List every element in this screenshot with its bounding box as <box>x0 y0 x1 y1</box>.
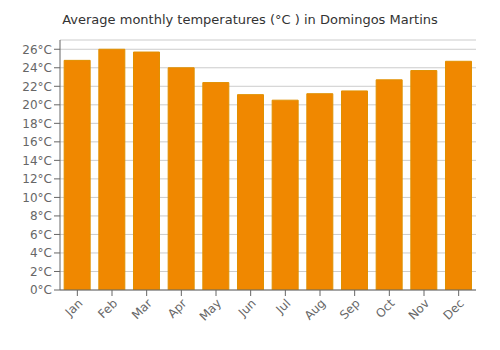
svg-text:Nov: Nov <box>406 296 432 322</box>
svg-text:Oct: Oct <box>373 296 398 321</box>
svg-text:6°C: 6°C <box>30 228 52 242</box>
svg-text:26°C: 26°C <box>22 43 52 57</box>
svg-text:Aug: Aug <box>302 296 328 322</box>
svg-text:Sep: Sep <box>337 296 363 322</box>
svg-text:12°C: 12°C <box>22 172 52 186</box>
svg-text:4°C: 4°C <box>30 246 52 260</box>
svg-text:10°C: 10°C <box>22 191 52 205</box>
svg-text:Feb: Feb <box>95 296 120 321</box>
svg-text:22°C: 22°C <box>22 80 52 94</box>
svg-text:Jun: Jun <box>235 296 259 320</box>
svg-text:18°C: 18°C <box>22 117 52 131</box>
svg-text:May: May <box>197 296 224 323</box>
html-text:Average monthly temperatures (: Average monthly temperatures (°C ) in Do… <box>62 12 438 27</box>
svg-text:Mar: Mar <box>129 296 155 322</box>
svg-text:Jul: Jul <box>273 296 294 317</box>
svg-text:8°C: 8°C <box>30 209 52 223</box>
svg-text:Dec: Dec <box>440 296 466 322</box>
svg-text:2°C: 2°C <box>30 265 52 279</box>
svg-text:0°C: 0°C <box>30 283 52 297</box>
svg-text:16°C: 16°C <box>22 135 52 149</box>
svg-text:24°C: 24°C <box>22 61 52 75</box>
svg-text:20°C: 20°C <box>22 98 52 112</box>
svg-text:Jan: Jan <box>62 296 86 320</box>
svg-text:14°C: 14°C <box>22 154 52 168</box>
svg-text:Apr: Apr <box>165 296 190 321</box>
